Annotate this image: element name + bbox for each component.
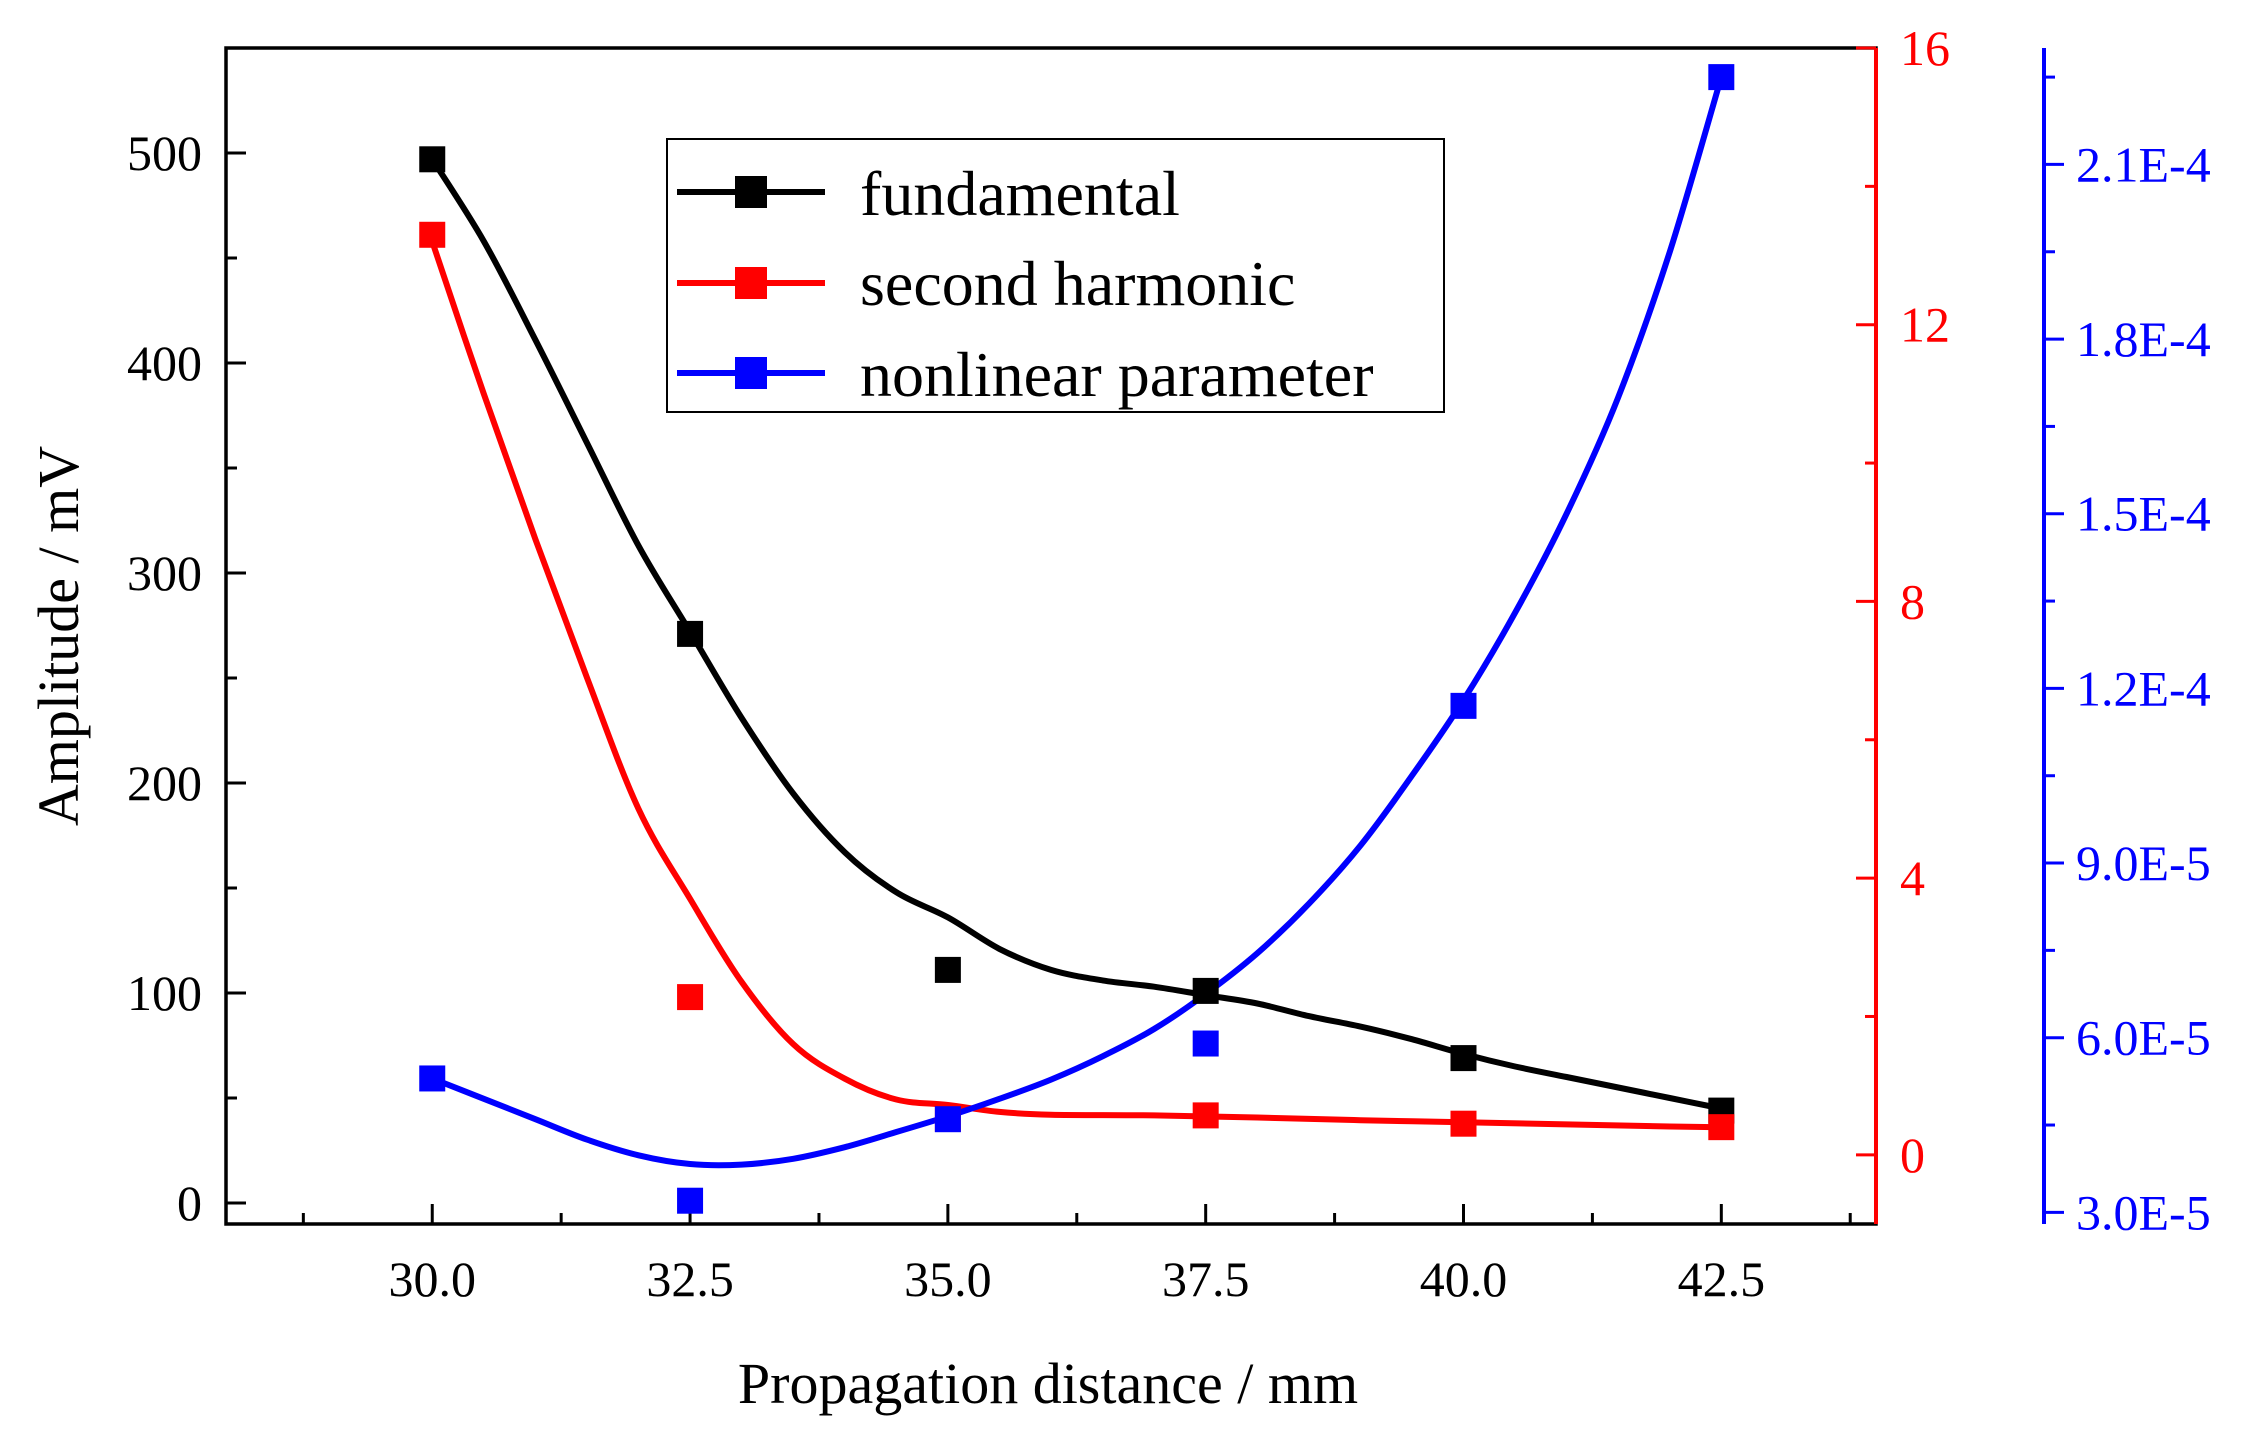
legend-entry-fundamental: fundamental (677, 158, 1180, 229)
point-fundamental (419, 146, 446, 173)
x-axis-title: Propagation distance / mm (738, 1351, 1358, 1416)
left-axis-tick-label: 200 (127, 755, 202, 811)
point-fundamental (934, 956, 961, 983)
legend-marker-second-harmonic (735, 267, 767, 299)
far-right-axis-tick-label: 3.0E-5 (2076, 1184, 2211, 1240)
right-axis-tick-label: 12 (1900, 297, 1950, 353)
left-axis-tick-label: 300 (127, 545, 202, 601)
point-fundamental (1192, 977, 1219, 1004)
point-nonlinear-parameter (419, 1065, 446, 1092)
right-axis-ticks: 0 4 8 12 16 (1856, 20, 1950, 1224)
x-tick-label: 35.0 (904, 1251, 992, 1307)
far-right-axis-tick-label: 1.5E-4 (2076, 486, 2211, 542)
point-nonlinear-parameter (1708, 64, 1735, 91)
x-tick-label: 32.5 (646, 1251, 734, 1307)
left-axis-tick-label: 100 (127, 965, 202, 1021)
far-right-axis-tick-label: 9.0E-5 (2076, 835, 2211, 891)
point-second-harmonic (677, 984, 704, 1011)
right-axis-tick-label: 16 (1900, 20, 1950, 76)
x-axis-ticks: 30.0 32.5 35.0 37.5 40.0 42.5 (301, 1204, 1852, 1307)
right-axis-tick-label: 4 (1900, 850, 1925, 906)
far-right-axis-tick-label: 1.8E-4 (2076, 311, 2211, 367)
legend-entry-second-harmonic: second harmonic (677, 248, 1295, 319)
data-points (419, 64, 1735, 1214)
fit-curve-second-harmonic (429, 240, 1722, 1131)
point-second-harmonic (1450, 1110, 1477, 1137)
legend-label-nonlinear-parameter: nonlinear parameter (860, 339, 1374, 410)
legend-label-fundamental: fundamental (860, 158, 1180, 229)
point-second-harmonic (419, 221, 446, 248)
x-tick-label: 37.5 (1162, 1251, 1250, 1307)
left-axis-tick-label: 0 (177, 1175, 202, 1231)
left-axis-tick-label: 400 (127, 335, 202, 391)
legend-marker-fundamental (735, 176, 767, 208)
legend: fundamental second harmonic nonlinear pa… (666, 138, 1445, 413)
point-second-harmonic (1192, 1102, 1219, 1129)
x-tick-label: 40.0 (1420, 1251, 1508, 1307)
fit-curve-nonlinear-parameter (431, 76, 1725, 1169)
point-nonlinear-parameter (1192, 1030, 1219, 1057)
x-tick-label: 30.0 (389, 1251, 477, 1307)
y-axis-title: Amplitude / mV (26, 446, 91, 826)
x-tick-label: 42.5 (1678, 1251, 1766, 1307)
far-right-axis-tick-label: 2.1E-4 (2076, 136, 2211, 192)
legend-marker-nonlinear-parameter (735, 357, 767, 389)
point-fundamental (1450, 1045, 1477, 1072)
right-axis-tick-label: 8 (1900, 573, 1925, 629)
fit-curve-fundamental (429, 157, 1722, 1112)
point-nonlinear-parameter (1450, 692, 1477, 719)
far-right-axis-tick-label: 6.0E-5 (2076, 1010, 2211, 1066)
point-nonlinear-parameter (934, 1106, 961, 1133)
right-axis-tick-label: 0 (1900, 1127, 1925, 1183)
far-right-axis-ticks: 3.0E-5 6.0E-5 9.0E-5 1.2E-4 1.5E-4 1.8E-4 2.1E… (2044, 75, 2211, 1240)
legend-entry-nonlinear-parameter: nonlinear parameter (677, 339, 1374, 410)
left-axis-ticks: 0 100 200 300 400 500 (127, 46, 246, 1231)
left-axis-tick-label: 500 (127, 125, 202, 181)
far-right-axis-tick-label: 1.2E-4 (2076, 660, 2211, 716)
fit-curves (429, 76, 1725, 1169)
legend-box (666, 138, 1445, 413)
legend-label-second-harmonic: second harmonic (860, 248, 1295, 319)
point-second-harmonic (1708, 1114, 1735, 1141)
point-nonlinear-parameter (677, 1187, 704, 1214)
point-fundamental (677, 620, 704, 647)
